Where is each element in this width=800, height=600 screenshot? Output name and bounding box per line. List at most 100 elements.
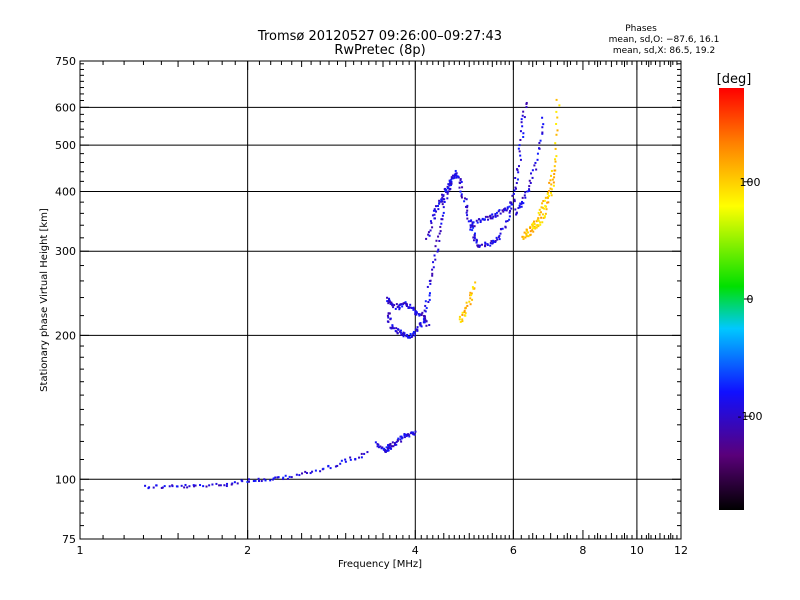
data-point: [397, 437, 400, 440]
data-point: [532, 230, 535, 233]
plot-frame: [79, 60, 682, 540]
y-axis-label: Stationary phase Virtual Height [km]: [39, 208, 50, 392]
data-point: [434, 245, 437, 248]
data-point: [463, 197, 466, 200]
colorbar-tick-label: 100: [740, 176, 761, 189]
data-point: [402, 335, 405, 338]
data-point: [547, 194, 550, 197]
data-point: [533, 164, 536, 167]
data-point: [455, 172, 458, 175]
data-point: [452, 177, 455, 180]
data-point: [550, 183, 553, 186]
data-point: [500, 228, 503, 231]
data-point: [455, 174, 458, 177]
data-point: [390, 447, 393, 450]
data-point: [424, 319, 427, 322]
data-point: [171, 485, 174, 488]
data-point: [491, 217, 494, 220]
data-point: [311, 470, 314, 473]
data-point: [469, 228, 472, 231]
data-point: [479, 221, 482, 224]
data-point: [405, 433, 408, 436]
data-point: [183, 486, 186, 489]
data-point: [475, 238, 478, 241]
data-point: [398, 304, 401, 307]
data-point: [525, 232, 528, 235]
data-point: [466, 304, 469, 307]
data-point: [522, 132, 525, 135]
data-point: [409, 333, 412, 336]
data-point: [194, 484, 197, 487]
data-point: [498, 238, 501, 241]
data-point: [472, 236, 475, 239]
data-point: [461, 320, 464, 323]
data-point: [473, 225, 476, 228]
data-point: [168, 485, 171, 488]
data-point: [349, 456, 352, 459]
data-point: [405, 302, 408, 305]
data-point: [387, 299, 390, 302]
data-point: [461, 311, 464, 314]
data-point: [480, 243, 483, 246]
data-point: [282, 478, 285, 481]
data-point: [413, 331, 416, 334]
data-point: [455, 176, 458, 179]
data-point: [463, 309, 466, 312]
data-point: [432, 266, 435, 269]
data-point: [441, 214, 444, 217]
data-point: [438, 199, 441, 202]
data-point: [391, 327, 394, 330]
data-point: [518, 206, 521, 209]
data-point: [458, 318, 461, 321]
data-point: [527, 235, 530, 238]
data-point: [525, 233, 528, 236]
data-point: [479, 219, 482, 222]
data-point: [539, 211, 542, 214]
data-point: [184, 483, 187, 486]
data-point: [532, 222, 535, 225]
data-point: [468, 300, 471, 303]
data-point: [543, 215, 546, 218]
data-point: [538, 213, 541, 216]
data-point: [537, 225, 540, 228]
data-point: [388, 447, 391, 450]
data-point: [415, 313, 418, 316]
data-point: [431, 214, 434, 217]
data-point: [515, 182, 518, 185]
data-point: [541, 221, 544, 224]
data-point: [475, 241, 478, 244]
data-point: [510, 207, 513, 210]
data-point: [536, 158, 539, 161]
data-point: [366, 451, 369, 454]
data-point: [397, 305, 400, 308]
data-point: [374, 441, 377, 444]
data-point: [446, 197, 449, 200]
data-point: [453, 175, 456, 178]
data-point: [387, 445, 390, 448]
data-point: [405, 303, 408, 306]
data-point: [525, 229, 528, 232]
data-point: [226, 482, 229, 485]
data-point: [440, 222, 443, 225]
data-points: [144, 98, 561, 490]
data-point: [508, 215, 511, 218]
x-tick-label: 12: [674, 544, 688, 557]
data-point: [446, 185, 449, 188]
data-point: [441, 203, 444, 206]
data-point: [538, 147, 541, 150]
data-point: [388, 297, 391, 300]
data-point: [425, 324, 428, 327]
data-point: [429, 229, 432, 232]
data-point: [473, 236, 476, 239]
data-point: [555, 133, 558, 136]
data-point: [390, 445, 393, 448]
colorbar-label: [deg]: [717, 72, 752, 87]
data-point: [493, 240, 496, 243]
data-point: [421, 311, 424, 314]
data-point: [528, 190, 531, 193]
data-point: [400, 333, 403, 336]
data-point: [466, 217, 469, 220]
data-point: [470, 294, 473, 297]
data-point: [466, 204, 469, 207]
data-point: [144, 484, 147, 487]
